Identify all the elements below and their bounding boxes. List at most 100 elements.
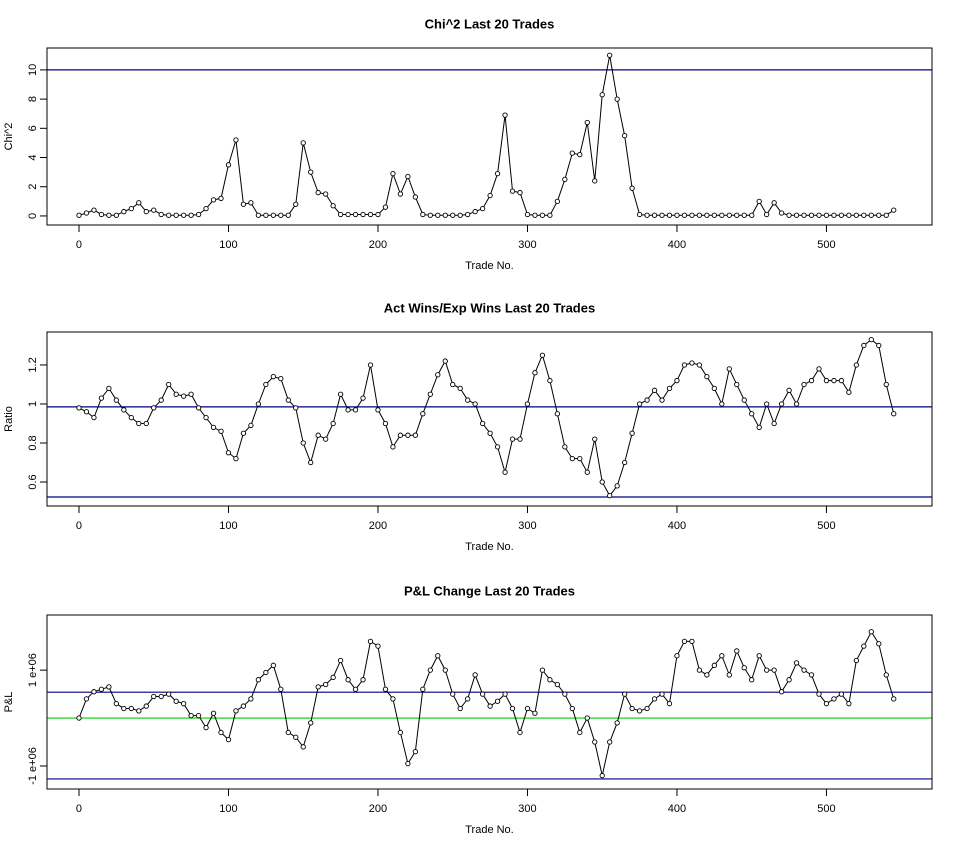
- data-point: [621, 459, 628, 466]
- data-point: [846, 389, 852, 395]
- data-point: [479, 205, 486, 212]
- data-point: [711, 662, 717, 668]
- data-point: [569, 455, 575, 462]
- data-point: [816, 366, 822, 372]
- data-point: [547, 212, 553, 218]
- x-tick-label: 400: [668, 803, 686, 815]
- data-point: [173, 212, 179, 218]
- data-point: [846, 212, 852, 218]
- data-point: [734, 212, 740, 218]
- data-point: [450, 212, 456, 218]
- data-point: [136, 200, 142, 206]
- data-point: [203, 724, 209, 731]
- data-point: [382, 686, 389, 692]
- data-point: [367, 362, 374, 368]
- x-tick-label: 500: [817, 239, 835, 251]
- x-tick-label: 100: [219, 239, 237, 251]
- data-point: [173, 698, 179, 704]
- data-point: [337, 657, 344, 664]
- data-point: [666, 701, 673, 707]
- chart-title: P&L Change Last 20 Trades: [404, 583, 575, 598]
- data-point: [562, 691, 568, 697]
- data-line: [78, 55, 895, 216]
- data-point: [427, 391, 433, 397]
- data-point: [704, 374, 710, 380]
- data-point: [300, 440, 306, 446]
- data-point: [345, 407, 351, 413]
- x-axis-label: Trade No.: [465, 541, 514, 553]
- data-point: [883, 212, 889, 218]
- y-tick-label: 1: [27, 401, 39, 407]
- data-point: [577, 455, 583, 462]
- data-point: [494, 698, 501, 704]
- data-point: [450, 691, 456, 697]
- data-point: [412, 748, 419, 755]
- data-point: [846, 701, 852, 707]
- data-point: [487, 430, 493, 436]
- data-point: [801, 667, 807, 673]
- data-point: [427, 667, 433, 673]
- data-point: [352, 407, 359, 413]
- x-tick-label: 0: [76, 803, 82, 815]
- data-point: [390, 170, 396, 177]
- data-point: [674, 377, 680, 384]
- data-point: [741, 212, 747, 218]
- data-point: [233, 455, 239, 462]
- data-point: [562, 444, 568, 450]
- data-point: [270, 662, 276, 668]
- data-point: [360, 211, 366, 218]
- y-axis-label: Ratio: [3, 406, 15, 432]
- data-point: [330, 203, 336, 209]
- x-tick-label: 500: [817, 803, 835, 815]
- data-point: [876, 641, 882, 647]
- data-point: [607, 493, 613, 499]
- data-point: [345, 677, 351, 683]
- data-point: [472, 208, 478, 215]
- data-point: [375, 211, 381, 218]
- data-point: [517, 436, 523, 442]
- data-point: [173, 391, 179, 397]
- data-point: [405, 432, 411, 438]
- data-point: [532, 370, 538, 376]
- data-point: [524, 401, 531, 407]
- data-point: [599, 772, 605, 779]
- data-point: [225, 736, 232, 743]
- data-point: [726, 672, 732, 678]
- x-tick-label: 400: [668, 520, 686, 532]
- data-point: [689, 638, 695, 645]
- data-point: [360, 395, 366, 401]
- data-point: [91, 207, 97, 213]
- data-point: [584, 469, 590, 475]
- data-point: [771, 200, 777, 206]
- data-point: [330, 420, 336, 427]
- data-point: [861, 212, 867, 218]
- data-point: [166, 381, 172, 388]
- data-point: [614, 483, 620, 489]
- data-point: [816, 212, 822, 218]
- data-point: [666, 385, 673, 392]
- data-point: [584, 119, 590, 126]
- data-point: [861, 342, 867, 349]
- data-point: [786, 212, 792, 218]
- data-point: [263, 212, 269, 218]
- data-point: [853, 212, 860, 218]
- data-point: [337, 211, 344, 218]
- data-point: [749, 677, 755, 683]
- data-point: [210, 197, 217, 203]
- data-point: [83, 210, 90, 216]
- data-point: [151, 693, 157, 700]
- data-point: [285, 729, 291, 736]
- data-point: [666, 212, 673, 218]
- data-point: [801, 381, 807, 388]
- data-point: [883, 672, 889, 678]
- data-point: [554, 681, 561, 688]
- x-tick-label: 300: [518, 520, 536, 532]
- data-point: [330, 674, 336, 680]
- data-point: [816, 691, 822, 697]
- data-point: [188, 391, 194, 397]
- data-point: [143, 208, 149, 215]
- data-point: [210, 424, 217, 431]
- data-point: [420, 211, 426, 218]
- data-point: [106, 212, 112, 218]
